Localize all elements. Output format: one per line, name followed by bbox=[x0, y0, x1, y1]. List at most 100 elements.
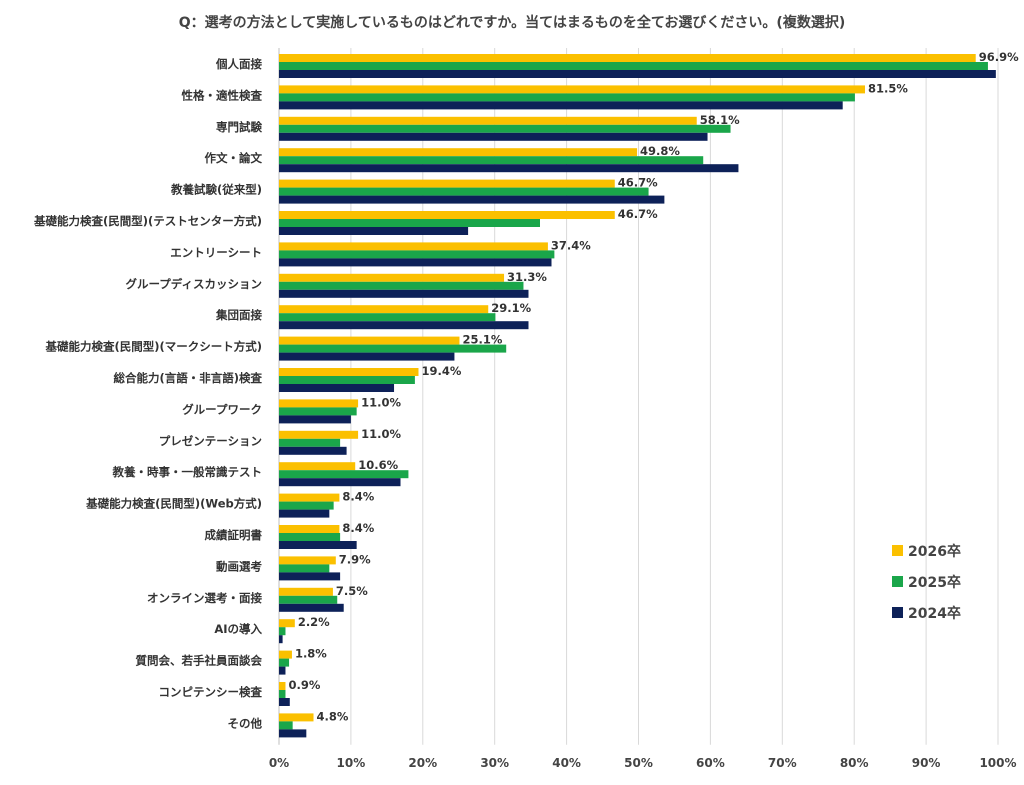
legend-swatch bbox=[892, 545, 903, 556]
category-label: 作文・論文 bbox=[205, 151, 263, 165]
data-label: 8.4% bbox=[342, 521, 374, 535]
category-label: 教養・時事・一般常識テスト bbox=[112, 465, 263, 479]
bar-2025卒 bbox=[279, 376, 415, 384]
bar-2026卒 bbox=[279, 682, 286, 690]
data-label: 2.2% bbox=[298, 615, 330, 629]
category-label: 専門試験 bbox=[216, 120, 262, 134]
x-tick-label: 0% bbox=[269, 756, 289, 770]
legend-label: 2026卒 bbox=[908, 543, 961, 560]
bar-2025卒 bbox=[279, 438, 341, 447]
x-tick-label: 30% bbox=[480, 756, 509, 770]
legend-label: 2025卒 bbox=[908, 574, 961, 591]
category-label: 質問会、若手社員面談会 bbox=[136, 654, 263, 668]
bar-2026卒 bbox=[279, 305, 489, 314]
bar-2026卒 bbox=[279, 587, 333, 596]
data-label: 46.7% bbox=[618, 207, 658, 221]
bar-2025卒 bbox=[279, 281, 524, 290]
category-label: 教養試験(従来型) bbox=[170, 183, 262, 197]
data-label: 49.8% bbox=[640, 144, 680, 158]
x-tick-label: 20% bbox=[408, 756, 437, 770]
bar-2025卒 bbox=[279, 187, 649, 196]
bar-2026卒 bbox=[279, 211, 615, 219]
bar-2026卒 bbox=[279, 619, 295, 628]
x-tick-label: 100% bbox=[979, 756, 1016, 770]
data-label: 1.8% bbox=[295, 647, 327, 661]
bar-2024卒 bbox=[279, 666, 286, 675]
bar-2025卒 bbox=[279, 124, 731, 133]
bar-2025卒 bbox=[279, 690, 286, 698]
bar-2025卒 bbox=[279, 313, 496, 322]
bar-2024卒 bbox=[279, 258, 552, 267]
data-label: 0.9% bbox=[288, 678, 320, 692]
bar-2024卒 bbox=[279, 384, 395, 392]
x-tick-label: 90% bbox=[912, 756, 941, 770]
bar-2024卒 bbox=[279, 352, 455, 361]
bar-2025卒 bbox=[279, 219, 540, 227]
bar-2024卒 bbox=[279, 635, 283, 644]
x-tick-label: 70% bbox=[768, 756, 797, 770]
data-label: 7.9% bbox=[339, 552, 371, 566]
legend-label: 2024卒 bbox=[908, 605, 961, 622]
bar-2024卒 bbox=[279, 603, 344, 612]
bar-2024卒 bbox=[279, 164, 739, 173]
bar-2026卒 bbox=[279, 273, 505, 282]
bar-2024卒 bbox=[279, 698, 290, 706]
data-label: 96.9% bbox=[979, 50, 1019, 64]
legend-swatch bbox=[892, 576, 903, 587]
bar-2025卒 bbox=[279, 658, 290, 667]
category-label: エントリーシート bbox=[170, 245, 262, 259]
bar-2026卒 bbox=[279, 148, 638, 157]
category-label: 性格・適性検査 bbox=[182, 88, 263, 102]
bar-2026卒 bbox=[279, 556, 336, 565]
category-label: グループワーク bbox=[182, 402, 262, 416]
category-label: オンライン選考・面接 bbox=[147, 591, 262, 605]
bar-2026卒 bbox=[279, 179, 615, 188]
data-label: 11.0% bbox=[361, 395, 401, 409]
bar-2026卒 bbox=[279, 493, 340, 502]
data-label: 4.8% bbox=[317, 709, 349, 723]
bar-2025卒 bbox=[279, 721, 293, 730]
x-tick-label: 40% bbox=[552, 756, 581, 770]
data-label: 8.4% bbox=[342, 490, 374, 504]
category-label: 基礎能力検査(民間型)(Web方式) bbox=[85, 497, 262, 511]
bar-2024卒 bbox=[279, 289, 529, 298]
data-label: 11.0% bbox=[361, 427, 401, 441]
bar-2025卒 bbox=[279, 250, 555, 259]
category-label: グループディスカッション bbox=[125, 277, 262, 291]
bar-2024卒 bbox=[279, 70, 996, 78]
data-label: 10.6% bbox=[358, 458, 398, 472]
bar-2025卒 bbox=[279, 627, 286, 636]
bar-2024卒 bbox=[279, 729, 307, 738]
data-label: 46.7% bbox=[618, 176, 658, 190]
category-label: コンピテンシー検査 bbox=[159, 685, 263, 699]
bar-2026卒 bbox=[279, 430, 359, 439]
x-tick-label: 10% bbox=[337, 756, 366, 770]
bar-2025卒 bbox=[279, 470, 409, 479]
bar-2024卒 bbox=[279, 195, 665, 204]
bar-2024卒 bbox=[279, 132, 708, 141]
bar-2024卒 bbox=[279, 227, 469, 235]
data-label: 58.1% bbox=[700, 113, 740, 127]
category-label: 総合能力(言語・非言語)検査 bbox=[113, 371, 262, 385]
data-label: 81.5% bbox=[868, 81, 908, 95]
bar-2025卒 bbox=[279, 501, 334, 510]
bar-2024卒 bbox=[279, 541, 357, 549]
bar-2024卒 bbox=[279, 509, 330, 518]
chart-title: Q：選考の方法として実施しているものはどれですか。当てはまるものを全てお選びくだ… bbox=[178, 15, 846, 31]
x-tick-label: 80% bbox=[840, 756, 869, 770]
bar-2026卒 bbox=[279, 54, 976, 62]
data-label: 31.3% bbox=[507, 270, 547, 284]
category-label: 基礎能力検査(民間型)(テストセンター方式) bbox=[33, 214, 262, 228]
bar-2025卒 bbox=[279, 62, 988, 70]
bar-2025卒 bbox=[279, 533, 341, 541]
bar-2024卒 bbox=[279, 415, 351, 424]
category-label: 成績証明書 bbox=[205, 528, 263, 542]
bar-2025卒 bbox=[279, 156, 704, 165]
bar-2026卒 bbox=[279, 368, 419, 376]
bar-2026卒 bbox=[279, 525, 340, 533]
bar-2025卒 bbox=[279, 407, 357, 416]
x-tick-label: 50% bbox=[624, 756, 653, 770]
data-label: 29.1% bbox=[491, 301, 531, 315]
data-label: 19.4% bbox=[421, 364, 461, 378]
